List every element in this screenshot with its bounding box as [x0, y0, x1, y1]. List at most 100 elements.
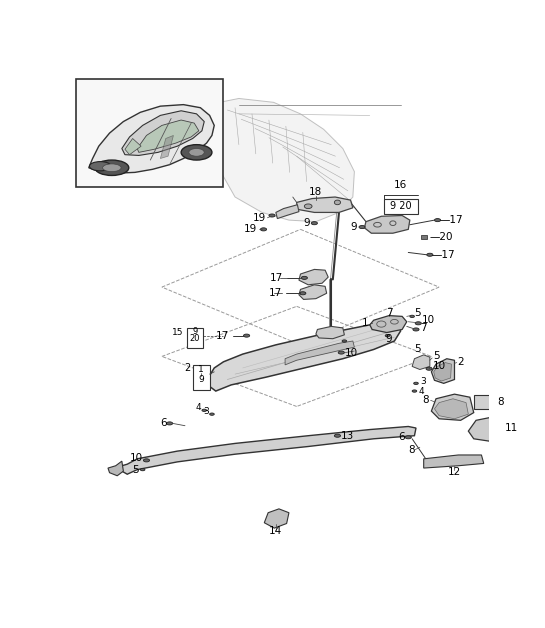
Text: 9: 9: [192, 327, 198, 336]
Text: 10: 10: [345, 347, 358, 357]
Ellipse shape: [359, 225, 365, 229]
Ellipse shape: [427, 253, 433, 256]
Text: 16: 16: [394, 180, 407, 190]
Polygon shape: [276, 205, 299, 219]
Polygon shape: [423, 455, 484, 468]
Text: —17: —17: [432, 250, 455, 260]
Ellipse shape: [405, 436, 411, 439]
Text: 10: 10: [130, 453, 143, 463]
Text: 10: 10: [422, 315, 435, 325]
Ellipse shape: [414, 382, 419, 384]
Polygon shape: [208, 322, 401, 391]
Ellipse shape: [304, 204, 312, 208]
Ellipse shape: [385, 335, 390, 337]
Ellipse shape: [311, 222, 317, 225]
Text: 17: 17: [269, 288, 282, 298]
Bar: [186, 328, 203, 348]
Polygon shape: [316, 327, 344, 338]
Text: 15: 15: [172, 328, 184, 337]
Text: 19: 19: [252, 213, 266, 223]
Text: 8: 8: [422, 395, 429, 405]
Polygon shape: [122, 111, 204, 156]
Ellipse shape: [342, 340, 347, 342]
Polygon shape: [299, 285, 326, 300]
Text: 2: 2: [184, 363, 190, 373]
Ellipse shape: [335, 200, 341, 205]
Ellipse shape: [261, 228, 267, 231]
Polygon shape: [365, 215, 410, 233]
Text: 13: 13: [341, 431, 354, 441]
Text: 18: 18: [309, 187, 323, 197]
Text: 6: 6: [160, 418, 167, 428]
Polygon shape: [108, 461, 123, 476]
Ellipse shape: [338, 351, 344, 354]
Text: 19: 19: [244, 224, 257, 234]
Bar: [421, 236, 427, 239]
Text: 12: 12: [448, 467, 461, 477]
Ellipse shape: [335, 434, 341, 437]
Text: 5: 5: [433, 352, 440, 361]
Ellipse shape: [434, 219, 440, 222]
Ellipse shape: [189, 148, 204, 156]
Text: 8: 8: [408, 445, 414, 455]
Ellipse shape: [102, 164, 121, 171]
Text: 4: 4: [196, 404, 201, 413]
Polygon shape: [89, 105, 214, 173]
Polygon shape: [370, 316, 407, 333]
Text: 5: 5: [414, 308, 421, 318]
Ellipse shape: [244, 334, 250, 337]
Polygon shape: [468, 417, 502, 441]
Ellipse shape: [95, 160, 129, 175]
Text: 10: 10: [433, 362, 446, 371]
Text: 1: 1: [198, 365, 204, 374]
Ellipse shape: [426, 367, 432, 371]
Text: 9: 9: [386, 333, 392, 344]
Ellipse shape: [181, 144, 212, 160]
Text: 9 20: 9 20: [390, 201, 411, 211]
Text: 1: 1: [362, 318, 368, 328]
Text: —20: —20: [429, 232, 452, 242]
Ellipse shape: [410, 315, 414, 318]
Text: 9: 9: [198, 375, 204, 384]
Polygon shape: [299, 269, 328, 285]
Ellipse shape: [415, 322, 421, 325]
Ellipse shape: [413, 328, 419, 331]
Ellipse shape: [301, 276, 307, 279]
Text: 14: 14: [269, 526, 282, 536]
Text: 8: 8: [498, 397, 504, 407]
Polygon shape: [434, 399, 468, 419]
Bar: [76, 79, 223, 187]
Polygon shape: [122, 426, 416, 474]
Polygon shape: [296, 197, 353, 212]
Text: 9: 9: [304, 218, 311, 228]
Text: 5: 5: [414, 344, 421, 354]
Polygon shape: [125, 139, 141, 154]
Text: —17: —17: [439, 215, 463, 225]
Ellipse shape: [202, 409, 207, 411]
Text: 3: 3: [203, 408, 209, 416]
Polygon shape: [217, 99, 354, 222]
Polygon shape: [264, 509, 289, 528]
Polygon shape: [432, 394, 474, 420]
Text: 7: 7: [386, 308, 392, 318]
Bar: [474, 395, 495, 409]
Polygon shape: [285, 341, 354, 365]
Text: 7: 7: [420, 323, 427, 333]
Ellipse shape: [269, 214, 275, 217]
Text: 11: 11: [505, 423, 518, 433]
Text: 5: 5: [132, 465, 139, 475]
Polygon shape: [412, 355, 430, 369]
Ellipse shape: [143, 459, 149, 462]
Polygon shape: [137, 120, 199, 153]
Bar: [193, 365, 210, 389]
Ellipse shape: [167, 422, 173, 425]
Polygon shape: [432, 359, 455, 383]
Text: 17: 17: [216, 330, 229, 340]
Text: 9: 9: [351, 222, 358, 232]
Polygon shape: [160, 136, 173, 158]
Polygon shape: [434, 362, 451, 381]
Text: 2: 2: [458, 357, 464, 367]
Text: 4: 4: [419, 387, 424, 396]
Text: 3: 3: [420, 377, 426, 386]
Bar: [384, 198, 417, 214]
